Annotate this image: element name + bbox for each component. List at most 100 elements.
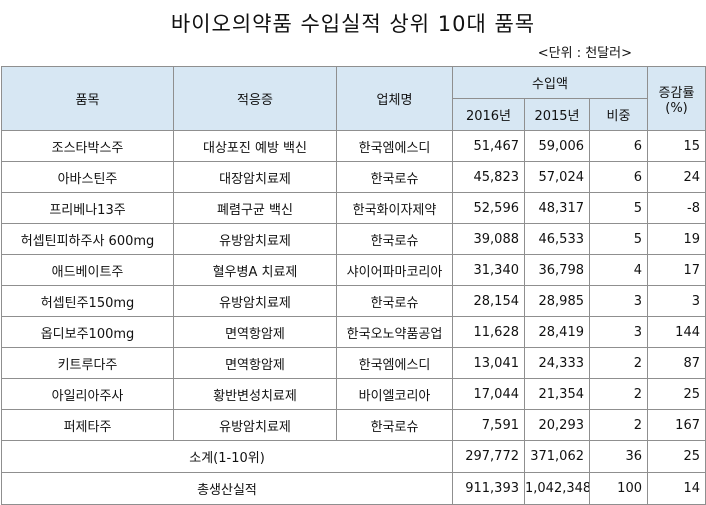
header-change-unit: (%) bbox=[665, 100, 688, 116]
table-row: 퍼제타주 유방암치료제 한국로슈 7,591 20,293 2 167 bbox=[1, 409, 706, 441]
cell-share: 2 bbox=[589, 347, 648, 379]
cell-2016: 31,340 bbox=[452, 254, 525, 286]
cell-2015: 20,293 bbox=[524, 409, 590, 441]
subtotal-2016: 297,772 bbox=[452, 440, 525, 473]
subtotal-row: 소계(1-10위) 297,772 371,062 36 25 bbox=[1, 440, 706, 473]
cell-product: 아일리아주사 bbox=[1, 378, 174, 410]
subtotal-2015: 371,062 bbox=[524, 440, 590, 473]
subtotal-label: 소계(1-10위) bbox=[1, 440, 453, 473]
cell-share: 6 bbox=[589, 161, 648, 193]
cell-share: 2 bbox=[589, 378, 648, 410]
cell-2015: 48,317 bbox=[524, 192, 590, 224]
cell-2016: 39,088 bbox=[452, 223, 525, 255]
cell-product: 허셉틴피하주사 600mg bbox=[1, 223, 174, 255]
cell-indication: 면역항암제 bbox=[173, 316, 337, 348]
cell-2016: 17,044 bbox=[452, 378, 525, 410]
header-share: 비중 bbox=[589, 98, 648, 131]
header-company: 업체명 bbox=[336, 66, 453, 131]
table-row: 아바스틴주 대장암치료제 한국로슈 45,823 57,024 6 24 bbox=[1, 161, 706, 193]
cell-2016: 51,467 bbox=[452, 130, 525, 162]
cell-company: 한국로슈 bbox=[336, 409, 453, 441]
cell-share: 3 bbox=[589, 285, 648, 317]
cell-product: 키트루다주 bbox=[1, 347, 174, 379]
cell-product: 퍼제타주 bbox=[1, 409, 174, 441]
cell-change: 24 bbox=[647, 161, 706, 193]
cell-share: 5 bbox=[589, 223, 648, 255]
cell-company: 한국엠에스디 bbox=[336, 347, 453, 379]
table-row: 조스타박스주 대상포진 예방 백신 한국엠에스디 51,467 59,006 6 15 bbox=[1, 130, 706, 162]
total-share: 100 bbox=[589, 472, 648, 505]
cell-product: 아바스틴주 bbox=[1, 161, 174, 193]
cell-product: 옵디보주100mg bbox=[1, 316, 174, 348]
cell-2015: 57,024 bbox=[524, 161, 590, 193]
cell-company: 한국로슈 bbox=[336, 223, 453, 255]
total-2016: 911,393 bbox=[452, 472, 525, 505]
cell-company: 한국로슈 bbox=[336, 285, 453, 317]
cell-2016: 45,823 bbox=[452, 161, 525, 193]
header-2015: 2015년 bbox=[524, 98, 590, 131]
cell-2015: 28,419 bbox=[524, 316, 590, 348]
cell-share: 4 bbox=[589, 254, 648, 286]
cell-share: 6 bbox=[589, 130, 648, 162]
cell-2015: 24,333 bbox=[524, 347, 590, 379]
cell-company: 한국로슈 bbox=[336, 161, 453, 193]
cell-share: 2 bbox=[589, 409, 648, 441]
header-product: 품목 bbox=[1, 66, 174, 131]
cell-2016: 28,154 bbox=[452, 285, 525, 317]
cell-2016: 13,041 bbox=[452, 347, 525, 379]
header-indication: 적응증 bbox=[173, 66, 337, 131]
cell-change: 15 bbox=[647, 130, 706, 162]
cell-indication: 황반변성치료제 bbox=[173, 378, 337, 410]
cell-indication: 유방암치료제 bbox=[173, 285, 337, 317]
cell-2015: 28,985 bbox=[524, 285, 590, 317]
cell-product: 허셉틴주150mg bbox=[1, 285, 174, 317]
total-change: 14 bbox=[647, 472, 706, 505]
total-2015: 1,042,348 bbox=[524, 472, 590, 505]
cell-company: 샤이어파마코리아 bbox=[336, 254, 453, 286]
total-label: 총생산실적 bbox=[1, 472, 453, 505]
cell-change: -8 bbox=[647, 192, 706, 224]
cell-company: 한국화이자제약 bbox=[336, 192, 453, 224]
header-change: 증감률 (%) bbox=[647, 66, 706, 131]
subtotal-share: 36 bbox=[589, 440, 648, 473]
table-row: 키트루다주 면역항암제 한국엠에스디 13,041 24,333 2 87 bbox=[1, 347, 706, 379]
cell-2016: 11,628 bbox=[452, 316, 525, 348]
cell-product: 애드베이트주 bbox=[1, 254, 174, 286]
unit-label: <단위 : 천달러> bbox=[537, 46, 632, 61]
table-row: 아일리아주사 황반변성치료제 바이엘코리아 17,044 21,354 2 25 bbox=[1, 378, 706, 410]
cell-indication: 유방암치료제 bbox=[173, 223, 337, 255]
cell-2015: 59,006 bbox=[524, 130, 590, 162]
cell-change: 87 bbox=[647, 347, 706, 379]
cell-product: 프리베나13주 bbox=[1, 192, 174, 224]
cell-indication: 대장암치료제 bbox=[173, 161, 337, 193]
import-table: 품목 적응증 업체명 수입액 증감률 (%) 2016년 2015년 비중 조스… bbox=[1, 66, 706, 505]
cell-change: 17 bbox=[647, 254, 706, 286]
table-row: 프리베나13주 폐렴구균 백신 한국화이자제약 52,596 48,317 5 -8 bbox=[1, 192, 706, 224]
cell-indication: 대상포진 예방 백신 bbox=[173, 130, 337, 162]
header-2016: 2016년 bbox=[452, 98, 525, 131]
cell-change: 167 bbox=[647, 409, 706, 441]
cell-change: 3 bbox=[647, 285, 706, 317]
cell-company: 바이엘코리아 bbox=[336, 378, 453, 410]
cell-share: 5 bbox=[589, 192, 648, 224]
cell-2015: 46,533 bbox=[524, 223, 590, 255]
cell-company: 한국엠에스디 bbox=[336, 130, 453, 162]
page-title: 바이오의약품 수입실적 상위 10대 품목 bbox=[170, 12, 536, 36]
total-row: 총생산실적 911,393 1,042,348 100 14 bbox=[1, 472, 706, 505]
cell-indication: 면역항암제 bbox=[173, 347, 337, 379]
cell-change: 25 bbox=[647, 378, 706, 410]
cell-change: 144 bbox=[647, 316, 706, 348]
cell-indication: 혈우병A 치료제 bbox=[173, 254, 337, 286]
cell-2016: 52,596 bbox=[452, 192, 525, 224]
cell-change: 19 bbox=[647, 223, 706, 255]
header-change-label: 증감률 bbox=[658, 85, 695, 101]
subtotal-change: 25 bbox=[647, 440, 706, 473]
cell-company: 한국오노약품공업 bbox=[336, 316, 453, 348]
cell-2016: 7,591 bbox=[452, 409, 525, 441]
table-row: 애드베이트주 혈우병A 치료제 샤이어파마코리아 31,340 36,798 4 17 bbox=[1, 254, 706, 286]
cell-indication: 폐렴구균 백신 bbox=[173, 192, 337, 224]
cell-indication: 유방암치료제 bbox=[173, 409, 337, 441]
cell-2015: 36,798 bbox=[524, 254, 590, 286]
table-row: 허셉틴주150mg 유방암치료제 한국로슈 28,154 28,985 3 3 bbox=[1, 285, 706, 317]
cell-product: 조스타박스주 bbox=[1, 130, 174, 162]
